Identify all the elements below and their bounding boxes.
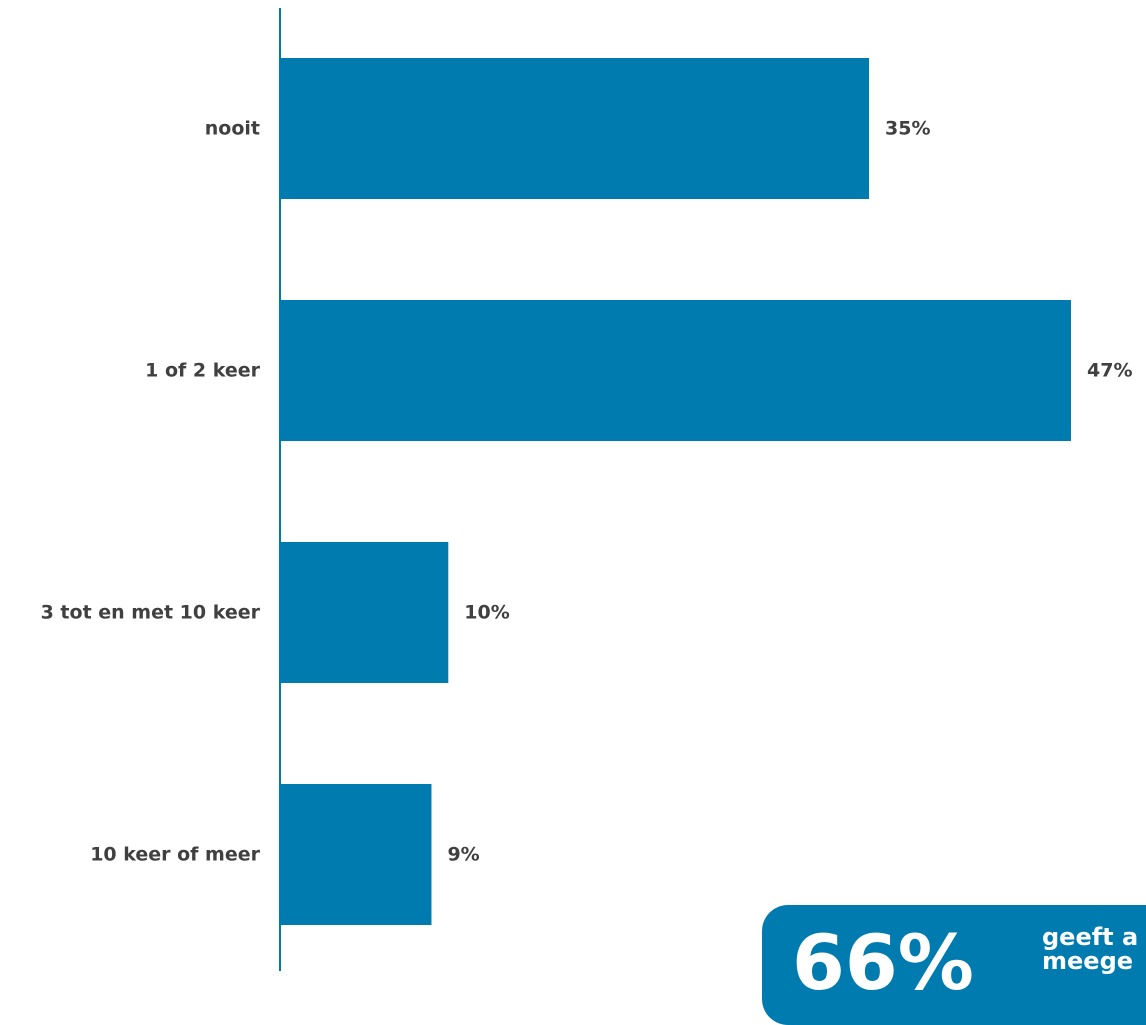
bar-3-tot-en-met-10-keer: [280, 542, 449, 683]
summary-callout: 66% geeft a meege: [762, 905, 1146, 1025]
callout-percentage: 66%: [792, 918, 974, 1007]
category-label: 10 keer of meer: [90, 844, 260, 866]
value-label: 10%: [464, 602, 509, 624]
value-labels-group: 35% 47% 10% 9%: [447, 118, 1132, 866]
category-labels-group: nooit 1 of 2 keer 3 tot en met 10 keer 10 k…: [41, 118, 261, 866]
value-label: 9%: [447, 844, 479, 866]
callout-text-line-1: geeft a: [1042, 923, 1139, 951]
bar-chart: nooit 1 of 2 keer 3 tot en met 10 keer 10 k…: [41, 8, 1132, 971]
callout-text-line-2: meege: [1042, 947, 1134, 975]
callout-description: geeft a meege: [1042, 925, 1138, 973]
bar-nooit: [280, 58, 870, 199]
bars-group: [280, 58, 1071, 925]
value-label: 35%: [885, 118, 930, 140]
bar-1-of-2-keer: [280, 300, 1071, 441]
category-label: 3 tot en met 10 keer: [41, 602, 261, 624]
category-label: 1 of 2 keer: [145, 360, 261, 382]
category-label: nooit: [205, 118, 260, 140]
value-label: 47%: [1087, 360, 1132, 382]
bar-10-keer-of-meer: [280, 784, 432, 925]
